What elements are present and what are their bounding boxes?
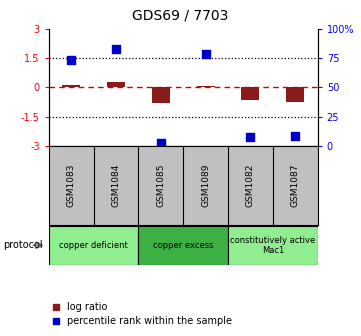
Text: GSM1085: GSM1085: [156, 164, 165, 207]
Text: GDS69 / 7703: GDS69 / 7703: [132, 8, 229, 23]
Bar: [197, 86, 214, 87]
Text: GSM1082: GSM1082: [246, 164, 255, 207]
Text: GSM1089: GSM1089: [201, 164, 210, 207]
Bar: [49, 226, 138, 265]
Bar: [107, 82, 125, 87]
Text: constitutively active
Mac1: constitutively active Mac1: [230, 236, 316, 255]
Bar: [152, 87, 170, 103]
Point: [68, 58, 74, 63]
Point: [158, 140, 164, 145]
Text: copper deficient: copper deficient: [59, 241, 128, 250]
Text: protocol: protocol: [4, 240, 43, 250]
Text: log ratio: log ratio: [67, 302, 107, 312]
Text: GSM1083: GSM1083: [67, 164, 76, 207]
Bar: [286, 87, 304, 102]
Point: [248, 134, 253, 139]
Text: GSM1084: GSM1084: [112, 164, 121, 207]
Point: [203, 52, 209, 57]
Bar: [62, 85, 80, 87]
Text: percentile rank within the sample: percentile rank within the sample: [67, 316, 232, 326]
Bar: [228, 226, 318, 265]
Point: [292, 133, 298, 138]
Bar: [242, 87, 260, 100]
Text: copper excess: copper excess: [153, 241, 213, 250]
Point: [113, 46, 119, 51]
Bar: [138, 226, 228, 265]
Text: GSM1087: GSM1087: [291, 164, 300, 207]
